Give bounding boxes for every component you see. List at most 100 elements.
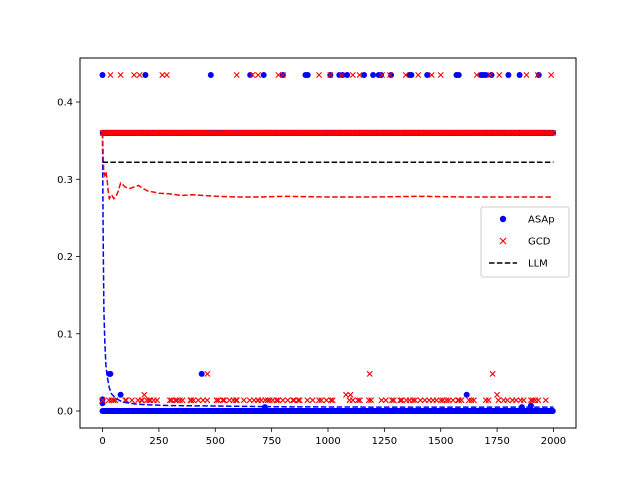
data-point xyxy=(421,397,428,404)
x-tick-label: 1000 xyxy=(315,436,340,447)
data-point xyxy=(370,72,377,78)
legend-marker-x xyxy=(499,237,507,245)
legend-item: ASAp xyxy=(499,215,555,226)
data-point xyxy=(523,72,530,78)
data-point xyxy=(542,397,549,404)
data-point xyxy=(295,397,302,404)
data-point xyxy=(388,72,395,78)
data-point xyxy=(296,397,303,404)
data-point xyxy=(246,397,253,404)
data-point xyxy=(125,129,132,136)
data-point xyxy=(201,129,208,136)
y-tick-label: 0.2 xyxy=(57,252,73,263)
data-point xyxy=(249,72,256,78)
data-point xyxy=(318,397,325,404)
data-point xyxy=(408,72,415,78)
data-point xyxy=(412,397,418,404)
data-point xyxy=(378,397,385,404)
data-point xyxy=(546,129,552,136)
data-point xyxy=(131,72,138,78)
data-point xyxy=(536,129,543,136)
data-point xyxy=(290,397,296,404)
data-point xyxy=(489,370,496,377)
x-tick-label: 0 xyxy=(99,436,105,447)
y-tick-label: 0.3 xyxy=(57,175,73,186)
legend-marker-circle xyxy=(499,215,507,223)
data-point xyxy=(148,129,155,136)
data-point xyxy=(516,72,523,78)
data-point xyxy=(204,370,211,377)
data-point xyxy=(388,397,395,404)
legend-item: LLM xyxy=(489,259,548,270)
data-point xyxy=(548,129,555,136)
data-point xyxy=(327,72,334,78)
data-point xyxy=(301,129,307,136)
data-point xyxy=(453,129,460,136)
data-point xyxy=(497,129,504,136)
data-point xyxy=(450,397,456,404)
data-point xyxy=(368,397,375,404)
data-point xyxy=(465,397,472,404)
data-point xyxy=(488,72,495,78)
data-point xyxy=(119,129,126,136)
data-point xyxy=(377,129,384,136)
data-point xyxy=(504,397,511,404)
legend-label: ASAp xyxy=(528,215,555,226)
data-point xyxy=(528,397,534,404)
y-tick-label: 0.0 xyxy=(57,407,73,418)
data-point xyxy=(316,397,322,404)
data-point xyxy=(366,370,373,377)
data-point xyxy=(365,397,372,404)
series-layer xyxy=(99,72,557,415)
data-point xyxy=(180,129,187,136)
data-point xyxy=(128,397,135,404)
data-point xyxy=(176,397,183,404)
data-point xyxy=(390,397,397,404)
data-point xyxy=(356,72,363,78)
data-point xyxy=(495,397,502,404)
data-point xyxy=(153,129,160,136)
data-point xyxy=(108,129,115,136)
data-point xyxy=(549,408,556,414)
x-axis: 0 250 500 750 1000 1250 1500 1750 2000 xyxy=(99,428,566,447)
data-point xyxy=(325,129,331,136)
data-point xyxy=(279,72,286,78)
data-point xyxy=(410,397,416,404)
y-tick-label: 0.4 xyxy=(57,98,73,109)
data-point xyxy=(349,397,356,404)
data-point xyxy=(487,72,494,78)
data-point xyxy=(166,397,173,404)
data-point xyxy=(139,397,146,404)
data-point xyxy=(430,129,437,136)
data-point xyxy=(485,397,492,404)
data-point xyxy=(437,397,444,404)
data-point xyxy=(496,72,503,78)
legend-label: GCD xyxy=(528,237,551,248)
data-point xyxy=(219,397,226,404)
x-tick-label: 500 xyxy=(206,436,225,447)
data-point xyxy=(468,397,475,404)
data-point xyxy=(275,397,282,404)
data-point xyxy=(415,72,422,78)
data-point xyxy=(122,397,129,404)
data-point xyxy=(255,72,262,78)
data-point xyxy=(233,72,240,78)
data-point xyxy=(188,397,195,404)
data-point xyxy=(260,72,267,78)
data-point xyxy=(136,72,143,78)
data-point xyxy=(215,397,222,404)
data-point xyxy=(179,397,186,404)
data-point xyxy=(142,72,149,78)
data-point xyxy=(304,397,311,404)
data-point xyxy=(437,72,444,78)
data-point xyxy=(313,129,319,136)
data-point xyxy=(398,397,405,404)
data-point xyxy=(198,370,205,377)
data-point xyxy=(204,397,211,404)
data-point xyxy=(382,397,389,404)
data-point xyxy=(141,391,148,398)
data-point xyxy=(494,391,501,398)
y-tick-label: 0.1 xyxy=(57,329,73,340)
data-point xyxy=(349,72,356,78)
